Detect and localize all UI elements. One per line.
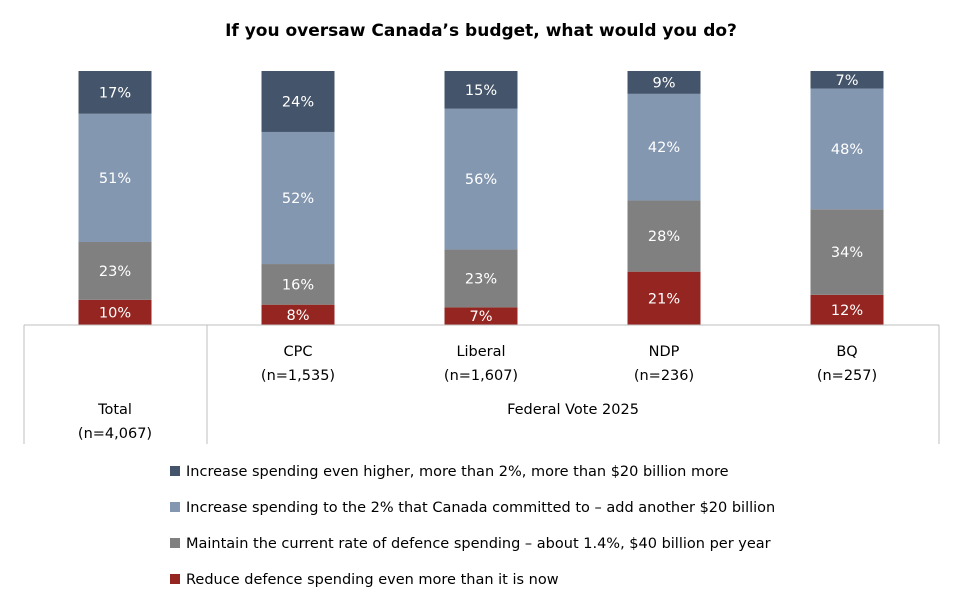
bar-segment-cpc-maintain [261,264,335,305]
bar-segment-total-maintain [78,242,152,300]
data-label-liberal-increase-2pct: 56% [465,172,497,188]
legend-label-increase-more: Increase spending even higher, more than… [186,464,729,480]
data-label-cpc-increase-more: 24% [282,94,314,110]
category-label-liberal: Liberal [456,344,505,360]
data-label-bq-reduce: 12% [831,303,863,319]
data-label-liberal-maintain: 23% [465,271,497,287]
data-label-total-increase-2pct: 51% [99,171,131,187]
bar-segment-ndp-increase-2pct [627,93,701,201]
data-label-liberal-increase-more: 15% [465,83,497,99]
bar-segment-cpc-increase-2pct [261,131,335,265]
bar-segment-total-increase-more [78,71,152,114]
data-label-total-increase-more: 17% [99,85,131,101]
data-label-liberal-reduce: 7% [469,309,492,325]
bar-segment-ndp-increase-more [627,71,701,94]
category-sample-size-total: (n=4,067) [78,426,152,442]
data-label-bq-increase-more: 7% [835,73,858,89]
bar-segment-bq-increase-more [810,71,884,89]
data-label-ndp-increase-more: 9% [652,75,675,91]
category-sample-size-bq: (n=257) [817,368,877,384]
data-label-cpc-reduce: 8% [286,308,309,324]
legend-label-increase-2pct: Increase spending to the 2% that Canada … [186,500,775,516]
category-labels: Total (n=4,067) CPC (n=1,535) Liberal (n=1,60… [78,344,877,442]
data-label-bq-maintain: 34% [831,245,863,261]
bar-segment-cpc-increase-more [261,71,335,132]
bar-segment-bq-increase-2pct [810,88,884,210]
legend-swatch-maintain [170,538,180,548]
chart-title: If you oversaw Canada’s budget, what wou… [225,21,737,41]
legend-swatch-increase-2pct [170,502,180,512]
bar-segment-ndp-maintain [627,200,701,272]
category-axis [23,324,940,444]
category-sample-size-cpc: (n=1,535) [261,368,335,384]
bar-segment-liberal-increase-2pct [444,108,518,250]
category-sample-size-liberal: (n=1,607) [444,368,518,384]
bar-segment-total-increase-2pct [78,113,152,243]
bar-segment-bq-reduce [810,294,884,325]
data-label-ndp-maintain: 28% [648,229,680,245]
legend-label-maintain: Maintain the current rate of defence spe… [186,536,771,552]
bar-segment-cpc-reduce [261,304,335,325]
legend-label-reduce: Reduce defence spending even more than i… [186,572,559,588]
bars-layer: 10% 23% 51% 17% 8% 16% 52% 24% 7% 23% 56% 15% 21% 28%… [78,71,884,325]
bar-segment-liberal-increase-more [444,71,518,109]
category-label-ndp: NDP [649,344,680,360]
data-label-ndp-reduce: 21% [648,291,680,307]
data-label-cpc-maintain: 16% [282,277,314,293]
legend-swatch-increase-more [170,466,180,476]
category-sample-size-ndp: (n=236) [634,368,694,384]
bar-segment-liberal-reduce [444,307,518,325]
data-label-total-reduce: 10% [99,305,131,321]
group-label-federal-vote: Federal Vote 2025 [507,402,639,418]
bar-segment-ndp-reduce [627,271,701,325]
bar-segment-liberal-maintain [444,249,518,308]
category-label-total: Total [97,402,132,418]
legend: Increase spending even higher, more than… [170,464,775,588]
data-label-ndp-increase-2pct: 42% [648,140,680,156]
category-label-cpc: CPC [284,344,313,360]
legend-swatch-reduce [170,574,180,584]
category-label-bq: BQ [836,344,857,360]
bar-segment-total-reduce [78,299,152,325]
bar-segment-bq-maintain [810,209,884,295]
data-label-cpc-increase-2pct: 52% [282,191,314,207]
data-label-bq-increase-2pct: 48% [831,142,863,158]
data-label-total-maintain: 23% [99,264,131,280]
